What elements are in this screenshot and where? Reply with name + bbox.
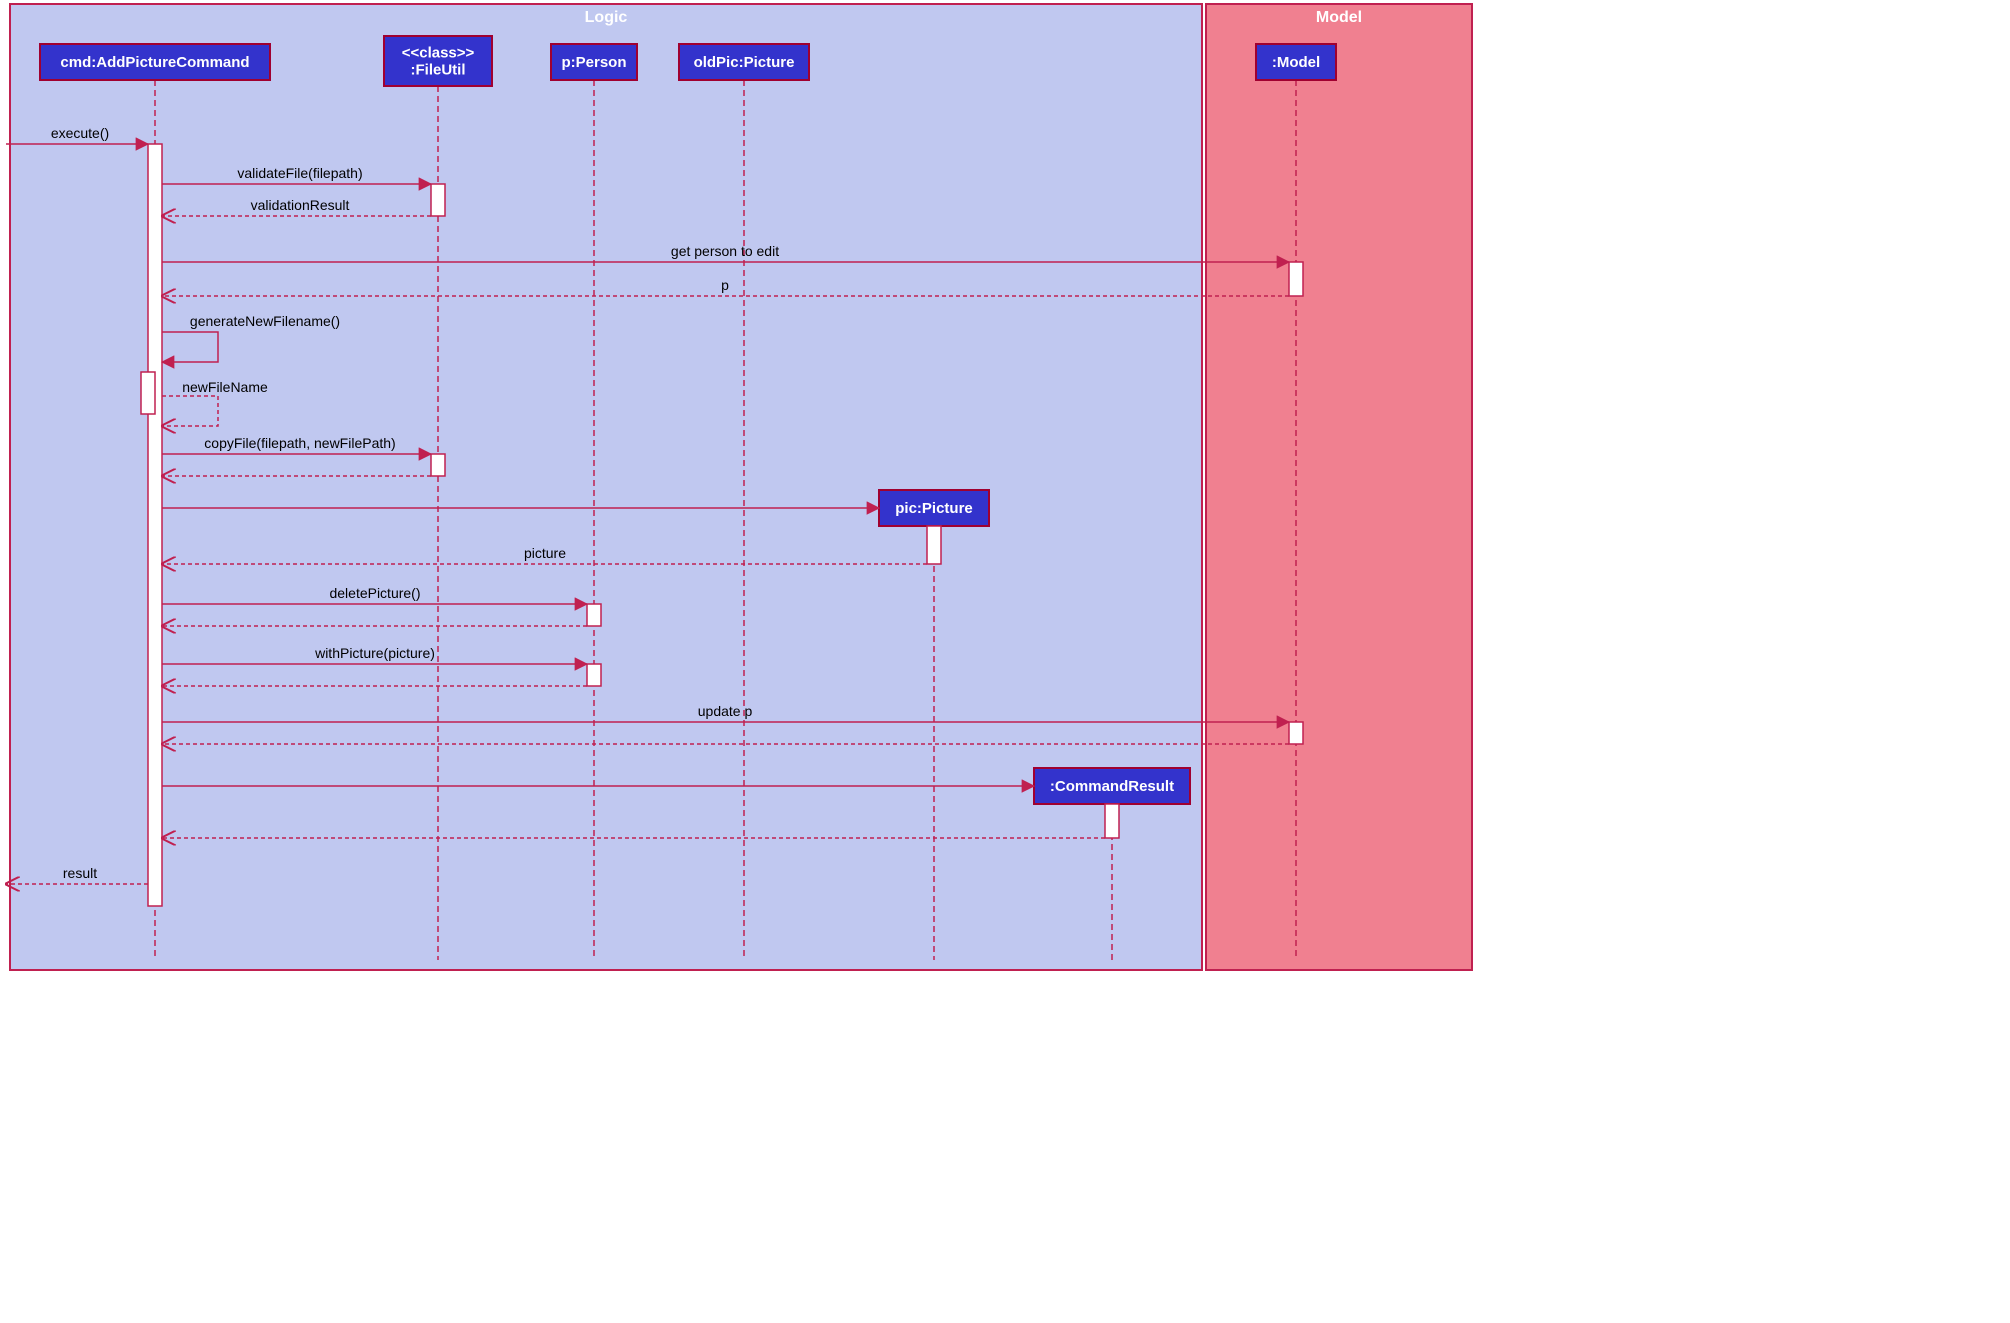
participant-cr-label: :CommandResult xyxy=(1050,778,1174,795)
message-label: newFileName xyxy=(182,379,268,395)
message-label: update p xyxy=(698,703,753,719)
message-label: validationResult xyxy=(251,197,350,213)
activation-mod xyxy=(1289,262,1303,296)
message-label: picture xyxy=(524,545,566,561)
participant-pic-label: pic:Picture xyxy=(895,500,973,517)
region-model-label: Model xyxy=(1316,9,1362,26)
activation-p1 xyxy=(587,604,601,626)
message-label: generateNewFilename() xyxy=(190,313,340,329)
sequence-diagram: Logic Model cmd:AddPictureCommand <<class>… xyxy=(0,0,1480,975)
activation-cmd xyxy=(148,144,162,906)
participant-mod-label: :Model xyxy=(1272,54,1320,71)
activation-cr xyxy=(1105,804,1119,838)
activation-file xyxy=(431,184,445,216)
region-logic xyxy=(10,4,1202,970)
activation-p2 xyxy=(587,664,601,686)
message-label: p xyxy=(721,277,729,293)
region-model xyxy=(1206,4,1472,970)
activation-pic xyxy=(927,526,941,564)
message-label: validateFile(filepath) xyxy=(237,165,362,181)
message-label: copyFile(filepath, newFilePath) xyxy=(204,435,395,451)
message-label: get person to edit xyxy=(671,243,779,259)
participant-person-label: p:Person xyxy=(561,54,626,71)
activation-file2 xyxy=(431,454,445,476)
participant-cmd-label: cmd:AddPictureCommand xyxy=(60,54,249,71)
message-label: deletePicture() xyxy=(329,585,420,601)
message-label: execute() xyxy=(51,125,109,141)
region-logic-label: Logic xyxy=(585,9,628,26)
participant-oldPic-label: oldPic:Picture xyxy=(694,54,795,71)
activation-cmd2 xyxy=(141,372,155,414)
message-label: result xyxy=(63,865,97,881)
message-label: withPicture(picture) xyxy=(314,645,435,661)
participant-file-label: :FileUtil xyxy=(411,61,466,78)
activation-mod2 xyxy=(1289,722,1303,744)
participant-file-label: <<class>> xyxy=(402,44,475,61)
